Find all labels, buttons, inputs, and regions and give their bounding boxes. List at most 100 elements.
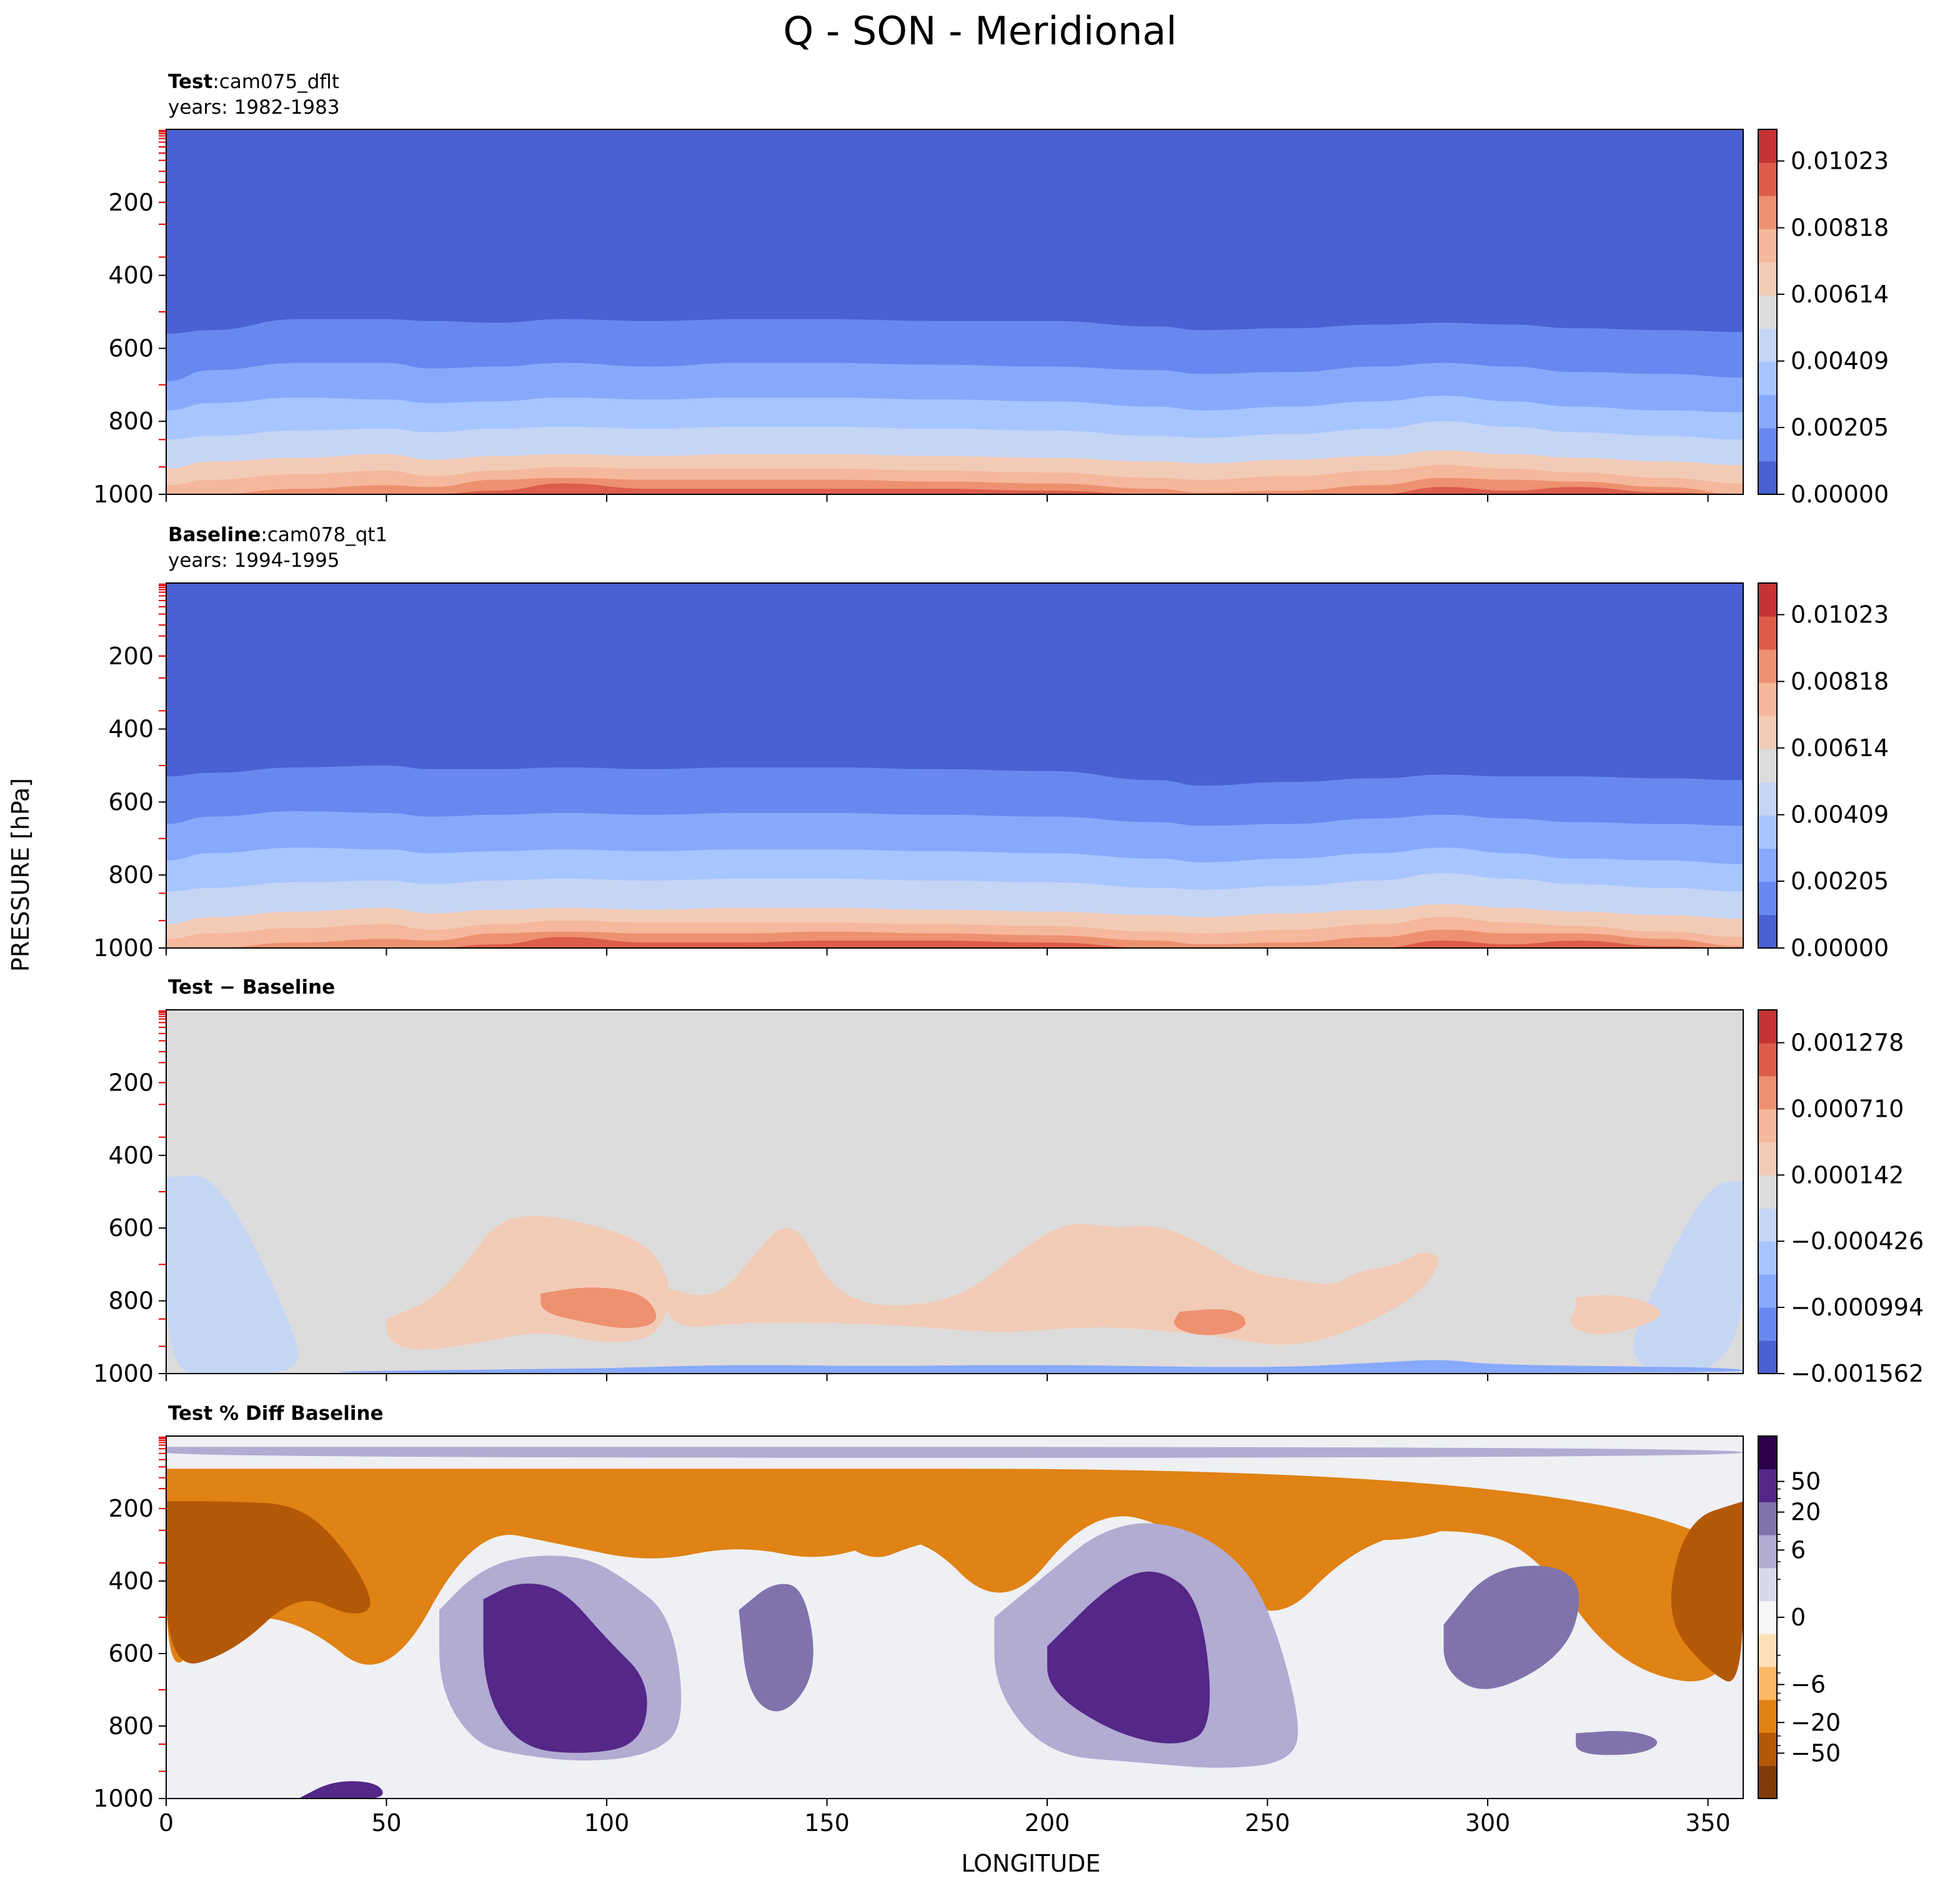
panel2-neg-surface <box>338 1360 1743 1374</box>
panel0-colorbar-level <box>1758 262 1777 296</box>
panel3-xtick-label-350: 350 <box>1685 1809 1731 1837</box>
panel0-colorbar: 0.00000 0.00205 0.00409 0.00614 0.00818 0.010… <box>1758 129 1889 508</box>
panel3-colorbar-level <box>1758 1485 1777 1502</box>
panel3-colorbar-level <box>1758 1567 1777 1585</box>
panel-test-label: Test:cam075_dflt <box>168 71 339 93</box>
panel0-colorbar-frame <box>1758 129 1778 495</box>
panel-baseline-sep: : <box>261 524 267 546</box>
panel0-colorbar-label: 0.00818 <box>1791 214 1889 241</box>
panel1-colorbar-level <box>1758 682 1777 716</box>
panel-baseline-years: years: 1994-1995 <box>168 549 340 572</box>
panel0-colorbar-label: 0.00205 <box>1791 414 1889 441</box>
panel2-colorbar: −0.001562 −0.000994 −0.000426 0.000142 0.000… <box>1758 1009 1924 1387</box>
panel3-colorbar-label: 20 <box>1791 1499 1821 1526</box>
panel2-colorbar-frame <box>1758 1009 1778 1374</box>
panel2-ytick-label-200: 200 <box>108 1069 154 1096</box>
panel3-colorbar-level <box>1758 1551 1777 1569</box>
panel3-ytick-label-600: 600 <box>108 1640 154 1667</box>
panel2-ytick-label-600: 600 <box>108 1214 154 1242</box>
panel3-colorbar-level <box>1758 1716 1777 1734</box>
panel3-blob-a-core <box>483 1584 647 1753</box>
x-axis-label: LONGITUDE <box>961 1850 1101 1877</box>
panel3-east-neg <box>1671 1501 1743 1682</box>
panel1-colorbar-level <box>1758 815 1777 849</box>
panel-baseline-label: Baseline:cam078_qt1 <box>168 524 387 546</box>
panel3-xtick-label-200: 200 <box>1025 1809 1070 1837</box>
panel2-colorbar-level <box>1758 1042 1777 1077</box>
panel0-colorbar-label: 0.01023 <box>1791 147 1889 175</box>
panel-pctdiff-label: Test % Diff Baseline <box>168 1402 384 1425</box>
panel3-colorbar-level <box>1758 1584 1777 1602</box>
panel3-colorbar-level <box>1758 1469 1777 1486</box>
panel1-ytick-label-400: 400 <box>108 716 154 743</box>
panel3-colorbar-level <box>1758 1667 1777 1684</box>
panel2-colorbar-level <box>1758 1241 1777 1275</box>
panel1-colorbar-level <box>1758 848 1777 882</box>
panel3-ytick-label-400: 400 <box>108 1567 154 1595</box>
panel0-colorbar-label: 0.00409 <box>1791 347 1889 375</box>
panel3-colorbar-label: −20 <box>1791 1709 1841 1736</box>
panel3-blob-d <box>1443 1565 1579 1689</box>
panel1-ytick-label-200: 200 <box>108 642 154 670</box>
panel1-colorbar-label: 0.00818 <box>1791 667 1889 695</box>
panel3-ytick-label-800: 800 <box>108 1712 154 1740</box>
panel3-colorbar-label: 50 <box>1791 1468 1821 1495</box>
panel0-colorbar-level <box>1758 129 1777 163</box>
panel3-jet-neg-2 <box>1267 1490 1473 1540</box>
panel2-neg-west <box>166 1175 299 1374</box>
panel1-colorbar-label: 0.00000 <box>1791 934 1889 962</box>
y-axis-label: PRESSURE [hPa] <box>7 777 34 972</box>
panel3-colorbar-level <box>1758 1436 1777 1453</box>
panel1-colorbar-level <box>1758 616 1777 650</box>
panel3-colorbar: −50 −20 −6 0 6 20 50 <box>1758 1435 1841 1799</box>
panel0-colorbar-label: 0.00000 <box>1791 481 1889 508</box>
panel-diff-label: Test − Baseline <box>168 976 335 999</box>
panel-pctdiff-name: Test % Diff Baseline <box>168 1402 384 1425</box>
panel3-colorbar-level <box>1758 1518 1777 1535</box>
panel2-colorbar-level <box>1758 1340 1777 1374</box>
panel1-ytick-label-800: 800 <box>108 861 154 889</box>
panel0-colorbar-level <box>1758 461 1777 495</box>
panel3-colorbar-level <box>1758 1452 1777 1470</box>
panel2-colorbar-level <box>1758 1208 1777 1242</box>
panel2-colorbar-level <box>1758 1075 1777 1110</box>
panel0-colorbar-level <box>1758 196 1777 229</box>
panel-test-sep: : <box>212 71 219 93</box>
panel1-colorbar-label: 0.00409 <box>1791 801 1889 829</box>
panel3-colorbar-level <box>1758 1699 1777 1717</box>
panel3-jet-neg-1 <box>783 1494 973 1557</box>
panel3-colorbar-level <box>1758 1650 1777 1667</box>
panel1-colorbar-level <box>1758 583 1777 617</box>
panel1-contours <box>166 583 1743 948</box>
panel0-colorbar-level <box>1758 229 1777 262</box>
panel3-colorbar-level <box>1758 1535 1777 1552</box>
panel1-ytick-label-600: 600 <box>108 788 154 816</box>
panel2-colorbar-label: −0.000426 <box>1791 1227 1924 1255</box>
panel3-ytick-label-1000: 1000 <box>93 1785 154 1812</box>
panel2-colorbar-label: 0.000710 <box>1791 1095 1904 1122</box>
panel0-ytick-label-1000: 1000 <box>93 481 154 508</box>
panel3-ytick-label-200: 200 <box>108 1495 154 1522</box>
panel1-colorbar-level <box>1758 716 1777 749</box>
panel1-colorbar-level <box>1758 649 1777 683</box>
panel2-ytick-label-800: 800 <box>108 1287 154 1315</box>
panel2-ytick-label-1000: 1000 <box>93 1360 154 1387</box>
panel0-ytick-label-200: 200 <box>108 189 154 216</box>
panel2-colorbar-level <box>1758 1274 1777 1308</box>
panel1-colorbar-level <box>1758 749 1777 783</box>
panel2-pos-high-1 <box>540 1287 657 1329</box>
panel3-west-neg <box>166 1501 371 1664</box>
panel2-colorbar-level <box>1758 1307 1777 1341</box>
panel3-colorbar-label: −6 <box>1791 1671 1826 1699</box>
panel0-colorbar-level <box>1758 295 1777 329</box>
panel1-colorbar-level <box>1758 914 1777 949</box>
panel2-pos-high-2 <box>1173 1309 1246 1335</box>
panel2-colorbar-level <box>1758 1010 1777 1044</box>
panel3-xtick-label-50: 50 <box>371 1809 401 1837</box>
panel3-colorbar-label: 0 <box>1791 1604 1806 1631</box>
panel3-blob-e <box>1576 1730 1658 1755</box>
panel3-xtick-label-100: 100 <box>584 1809 630 1837</box>
panel-baseline-name: Baseline <box>168 524 261 546</box>
panel3-colorbar-level <box>1758 1600 1777 1618</box>
